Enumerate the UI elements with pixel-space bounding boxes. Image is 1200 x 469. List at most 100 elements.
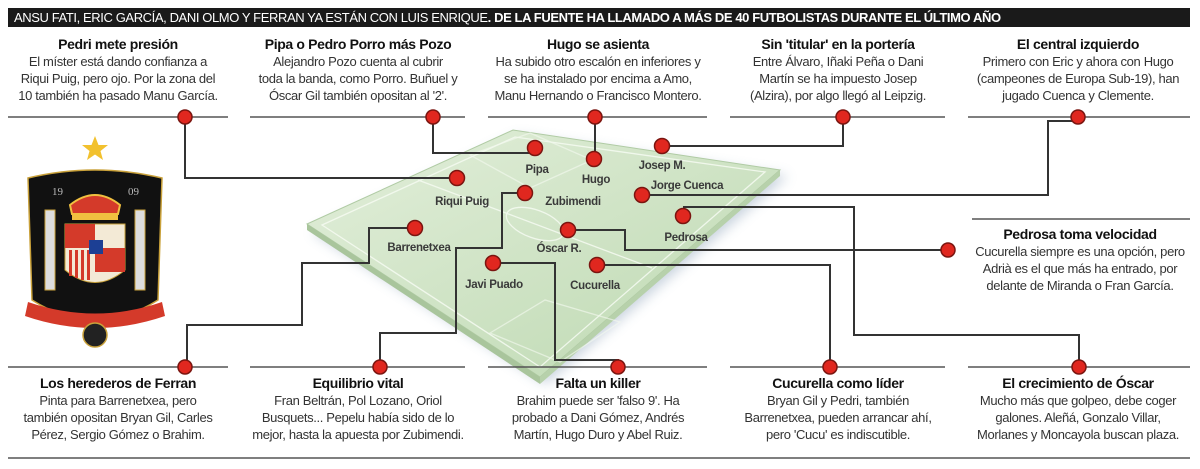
block-text-line: mejor, hasta la apuesta por Zubimendi.	[252, 427, 464, 442]
block-text-line: delante de Miranda o Fran García.	[986, 278, 1174, 293]
note-marker-dot	[587, 109, 603, 125]
block-text-line: Fran Beltrán, Pol Lozano, Oriol	[274, 393, 442, 408]
player-label: Pipa	[525, 164, 549, 176]
player-label: Hugo	[581, 174, 611, 186]
block-text-line: Morlanes y Moncayola buscan plaza.	[977, 427, 1179, 442]
player-label: Cucurella	[570, 280, 620, 292]
block-title: Cucurella como líder	[772, 375, 904, 391]
player-label: Pedrosa	[664, 232, 708, 244]
player-dot	[526, 139, 544, 157]
block-title: Pedrosa toma velocidad	[1003, 226, 1157, 242]
bottom-note: Los herederos de Ferran Pinta para Barren…	[0, 375, 238, 443]
player-dot	[674, 207, 692, 225]
block-text-line: se ha instalado por encima a Amo,	[504, 71, 692, 86]
player-label: Javi Puado	[465, 279, 523, 291]
block-text-line: Pérez, Sergio Gómez o Brahim.	[31, 427, 205, 442]
block-text-line: Mucho más que golpeo, debe coger	[979, 393, 1177, 408]
connector-line	[568, 229, 948, 251]
top-note: Hugo se asienta Ha subido otro escalón en…	[478, 36, 718, 104]
block-text-line: toda la banda, como Porro. Buñuel y	[258, 71, 458, 86]
block-text-line: Riqui Puig, pero ojo. Por la zona del	[20, 71, 216, 86]
player-dot	[585, 150, 603, 168]
connector-line	[184, 117, 457, 179]
block-text-line: también opositan Bryan Gil, Carles	[23, 410, 213, 425]
top-note: Pedri mete presión El míster está dando c…	[0, 36, 238, 104]
note-marker-dot	[1070, 109, 1086, 125]
block-text-line: (campeones de Europa Sub-19), han	[976, 71, 1180, 86]
player-dot	[653, 137, 671, 155]
block-text-line: Cucurella siempre es una opción, pero	[975, 244, 1185, 259]
note-marker-dot	[1071, 359, 1087, 375]
block-title: El central izquierdo	[1016, 36, 1140, 52]
connector-line	[432, 117, 535, 154]
block-title: Hugo se asienta	[546, 36, 650, 52]
note-marker-dot	[177, 109, 193, 125]
block-text-line: Martín se ha impuesto Josep	[759, 71, 917, 86]
note-marker-dot	[177, 359, 193, 375]
block-title: Sin 'titular' en la portería	[761, 36, 915, 52]
note-marker-dot	[610, 359, 626, 375]
star-icon	[82, 136, 108, 160]
headline-bold: . DE LA FUENTE HA LLAMADO A MÁS DE 40 FU…	[487, 10, 1001, 25]
headline-lead: ANSU FATI, ERIC GARCÍA, DANI OLMO Y FERR…	[14, 10, 488, 25]
connector-line	[186, 227, 415, 367]
svg-text:09: 09	[128, 186, 140, 198]
block-title: Pipa o Pedro Porro más Pozo	[264, 36, 452, 52]
bottom-note: El crecimiento de Óscar Mucho más que gol…	[958, 375, 1198, 443]
player-dot	[588, 256, 606, 274]
block-text-line: Busquets... Pepelu había sido de lo	[261, 410, 455, 425]
player-label: Barrenetxea	[387, 242, 451, 254]
connector-line	[662, 117, 844, 147]
connector-line	[379, 192, 525, 367]
block-text-line: jugado Cuenca y Clemente.	[1002, 88, 1154, 103]
note-marker-dot	[425, 109, 441, 125]
block-text-line: 10 también ha pasado Manu García.	[18, 88, 218, 103]
block-text-line: Primero con Eric y ahora con Hugo	[982, 54, 1174, 69]
block-text-line: galones. Aleñá, Gonzalo Villar,	[995, 410, 1161, 425]
block-text-line: Pinta para Barrenetxea, pero	[39, 393, 197, 408]
block-text-line: Entre Álvaro, Iñaki Peña o Dani	[752, 54, 924, 69]
block-text-line: Adrià es el que más ha entrado, por	[982, 261, 1178, 276]
block-title: Los herederos de Ferran	[39, 375, 197, 391]
block-title: Pedri mete presión	[58, 36, 178, 52]
player-label: Óscar R.	[536, 243, 582, 255]
block-text-line: Bryan Gil y Pedri, también	[767, 393, 909, 408]
block-text-line: pero 'Cucu' es indiscutible.	[765, 427, 911, 442]
player-dot	[484, 254, 502, 272]
top-note: El central izquierdo Primero con Eric y a…	[958, 36, 1198, 104]
player-label: Zubimendi	[545, 196, 601, 208]
player-dot	[448, 169, 466, 187]
bottom-note: Falta un killer Brahim puede ser 'falso 9…	[478, 375, 718, 443]
player-label: Jorge Cuenca	[650, 180, 724, 192]
block-title: Falta un killer	[555, 375, 641, 391]
connector-line	[683, 206, 1080, 367]
block-text-line: Manu Hernando o Francisco Montero.	[494, 88, 702, 103]
bottom-note: Cucurella como líder Bryan Gil y Pedri, t…	[718, 375, 958, 443]
player-dot	[559, 221, 577, 239]
markers	[177, 109, 1087, 375]
block-text-line: Barrenetxea, pueden arrancar ahí,	[744, 410, 932, 425]
block-text-line: Brahim puede ser 'falso 9'. Ha	[516, 393, 680, 408]
top-note: Pipa o Pedro Porro más Pozo Alejandro Poz…	[238, 36, 478, 104]
crest-spain-logo: 19 09	[25, 136, 165, 348]
note-marker-dot	[835, 109, 851, 125]
bottom-note: Equilibrio vital Fran Beltrán, Pol Lozano…	[238, 375, 478, 443]
svg-text:19: 19	[52, 186, 64, 198]
player-dot	[516, 184, 534, 202]
block-text-line: El míster está dando confianza a	[28, 54, 208, 69]
top-note: Sin 'titular' en la portería Entre Álvaro…	[718, 36, 958, 104]
block-text-line: Ha subido otro escalón en inferiores y	[495, 54, 701, 69]
block-text-line: Óscar Gil también opositan al '2'.	[268, 88, 448, 103]
block-text-line: Alejandro Pozo cuenta al cubrir	[273, 54, 443, 69]
connector-line	[597, 264, 831, 367]
block-text-line: probado a Dani Gómez, Andrés	[511, 410, 685, 425]
block-text-line: (Alzira), por algo llegó al Leipzig.	[750, 88, 926, 103]
player-label: Josep M.	[638, 160, 686, 172]
side-note: Pedrosa toma velocidad Cucurella siempre …	[960, 226, 1200, 294]
player-dot	[406, 219, 424, 237]
note-marker-dot	[822, 359, 838, 375]
headline-bar: ANSU FATI, ERIC GARCÍA, DANI OLMO Y FERR…	[8, 8, 1190, 27]
note-marker-dot	[372, 359, 388, 375]
player-label: Riqui Puig	[435, 196, 489, 208]
